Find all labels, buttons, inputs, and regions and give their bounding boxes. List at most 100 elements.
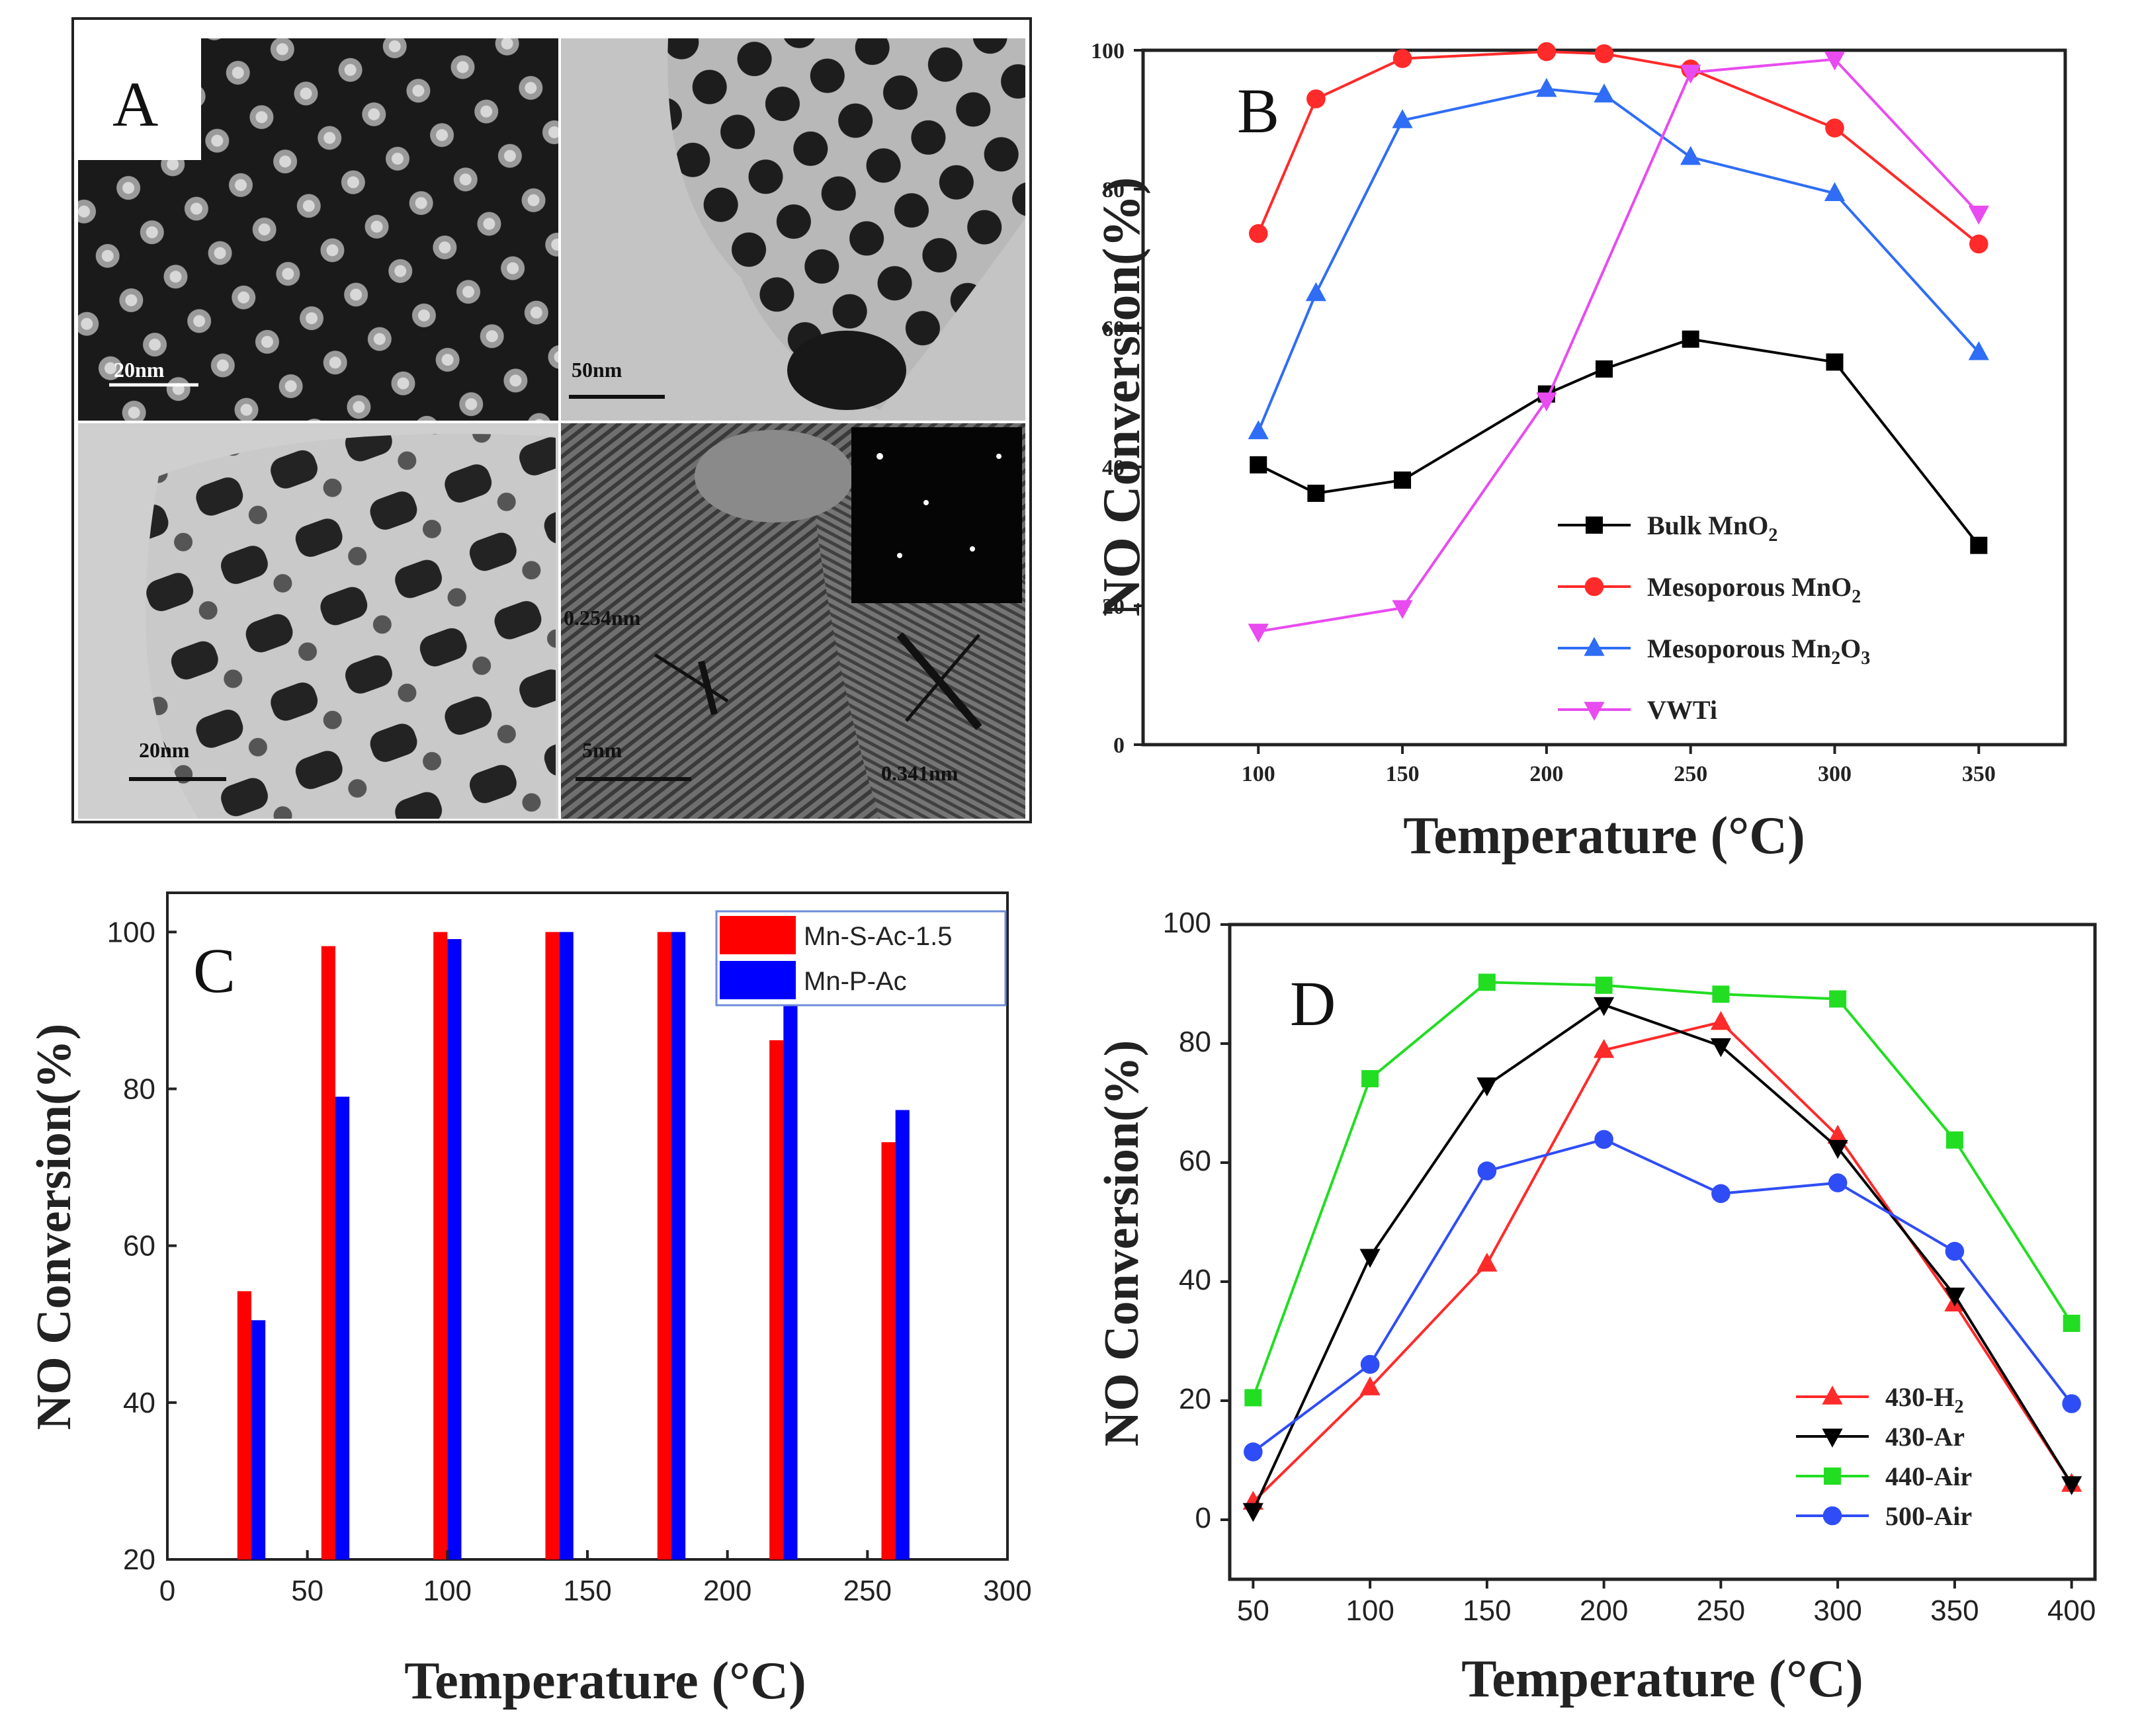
data-point	[1710, 1038, 1731, 1057]
legend-item: Mn-P-Ac	[720, 961, 907, 999]
legend-item: Mn-S-Ac-1.5	[720, 916, 953, 954]
data-point	[1248, 420, 1269, 440]
data-point	[1392, 49, 1412, 68]
lattice-spacing-label: 0.254nm	[564, 606, 641, 630]
y-tick-label: 0	[1113, 733, 1125, 758]
data-point	[1307, 484, 1325, 502]
series-mesoporous-mn	[1248, 77, 1989, 440]
x-tick-label: 250	[1697, 1594, 1745, 1627]
legend-label-part: 2	[1852, 587, 1861, 607]
bar-mn-p-ac	[559, 932, 574, 1559]
legend-swatch	[720, 916, 796, 954]
legend-label-part: 430-H	[1885, 1382, 1954, 1412]
data-point	[1244, 1389, 1262, 1407]
legend-item: 500-Air	[1796, 1501, 1972, 1531]
panel-label-a: A	[112, 69, 158, 140]
series-mesoporous-mno	[1248, 42, 1988, 254]
x-tick-label: 300	[983, 1575, 1031, 1607]
y-tick-label: 0	[1195, 1502, 1211, 1534]
legend-label-part: 440-Air	[1885, 1462, 1972, 1491]
legend-label-part: Mesoporous MnO	[1647, 572, 1852, 602]
x-tick-label: 350	[1930, 1594, 1979, 1627]
y-tick-label: 100	[107, 916, 155, 948]
x-tick-label: 50	[291, 1575, 323, 1607]
saed-inset	[851, 427, 1022, 603]
data-point	[1682, 330, 1699, 348]
chart-d: D 50 100 150 200 250 300 350 400 0 20 40 60 80 100 43…	[1095, 907, 2097, 1708]
tem-image-2: 50nm	[561, 38, 1025, 421]
bar-mn-s-ac-1-5	[769, 1040, 784, 1559]
x-tick-label: 50	[1237, 1594, 1269, 1627]
legend-label: 430-Ar	[1885, 1422, 1965, 1452]
x-axis-label: Temperature (°C)	[404, 1652, 806, 1710]
x-tick-label: 0	[159, 1575, 175, 1607]
series-440-air	[1244, 973, 2080, 1407]
legend-label: VWTi	[1647, 695, 1717, 725]
y-axis-label: NO Conversion(%)	[1095, 1040, 1149, 1447]
x-tick-label: 350	[1962, 762, 1996, 786]
x-tick-label: 150	[1386, 762, 1420, 786]
y-tick-label: 80	[1102, 178, 1125, 202]
legend-label-part: 430-Ar	[1885, 1422, 1965, 1452]
y-tick-label: 20	[1179, 1383, 1211, 1415]
data-point	[1537, 42, 1557, 62]
legend-item: VWTi	[1558, 695, 1717, 725]
data-point	[1361, 1070, 1379, 1088]
panel-a: 20nm A 50nm 20nm	[71, 17, 1032, 823]
legend-label: Bulk MnO2	[1647, 511, 1777, 546]
bar-mn-s-ac-1-5	[321, 946, 335, 1559]
legend-item: Bulk MnO2	[1558, 511, 1777, 546]
tem-image-4: 5nm 0.254nm 0.341nm	[561, 423, 1025, 819]
data-point	[1536, 77, 1557, 97]
x-tick-label: 300	[1818, 762, 1852, 786]
data-point	[1711, 1184, 1730, 1204]
x-tick-label: 400	[2047, 1594, 2096, 1627]
y-axis-label: NO Conversion(%)	[1093, 177, 1151, 616]
x-axis-label: Temperature (°C)	[1403, 807, 1805, 865]
data-point	[1826, 353, 1844, 371]
series-line	[1252, 1020, 2073, 1503]
data-point	[1595, 976, 1613, 994]
data-point	[1536, 392, 1557, 412]
legend-marker	[1822, 1506, 1842, 1526]
x-tick-label: 100	[1346, 1594, 1394, 1627]
data-point	[1248, 624, 1269, 643]
legend-label-part: 3	[1861, 648, 1870, 669]
y-tick-label: 60	[123, 1230, 155, 1262]
x-tick-label: 250	[1674, 762, 1707, 786]
data-point	[1359, 1376, 1381, 1395]
series-line	[1258, 337, 1980, 546]
data-point	[1360, 1354, 1380, 1374]
y-tick-label: 80	[123, 1073, 155, 1105]
legend-item: 430-Ar	[1796, 1422, 1965, 1452]
y-tick-label: 100	[1163, 907, 1211, 939]
legend-label-part: 2	[1768, 525, 1777, 546]
x-tick-label: 150	[563, 1575, 611, 1607]
x-tick-label: 100	[423, 1575, 472, 1607]
panel-label-c: C	[193, 935, 235, 1006]
data-point	[1248, 224, 1268, 243]
plot-frame	[1141, 48, 2067, 747]
series-500-air	[1244, 1130, 2081, 1462]
legend-label: Mesoporous MnO2	[1647, 572, 1861, 607]
data-point	[1968, 206, 1989, 225]
data-point	[2063, 1315, 2080, 1332]
bar-mn-p-ac	[895, 1110, 910, 1559]
bar-mn-s-ac-1-5	[545, 932, 560, 1559]
data-point	[1477, 1161, 1497, 1180]
data-point	[1250, 456, 1267, 474]
legend-label-part: VWTi	[1647, 695, 1717, 725]
data-point	[1244, 1442, 1263, 1462]
data-point	[1969, 234, 1988, 254]
data-point	[2061, 1476, 2082, 1495]
bar-mn-s-ac-1-5	[237, 1291, 251, 1559]
series-bulk-mno	[1250, 330, 1988, 554]
y-tick-label: 40	[1102, 456, 1125, 480]
data-point	[1594, 83, 1615, 103]
scale-label: 20nm	[114, 358, 165, 382]
legend-label-part: 2	[1954, 1397, 1963, 1417]
data-point	[1394, 471, 1412, 489]
x-tick-label: 300	[1813, 1594, 1861, 1627]
legend-marker	[1584, 702, 1605, 721]
